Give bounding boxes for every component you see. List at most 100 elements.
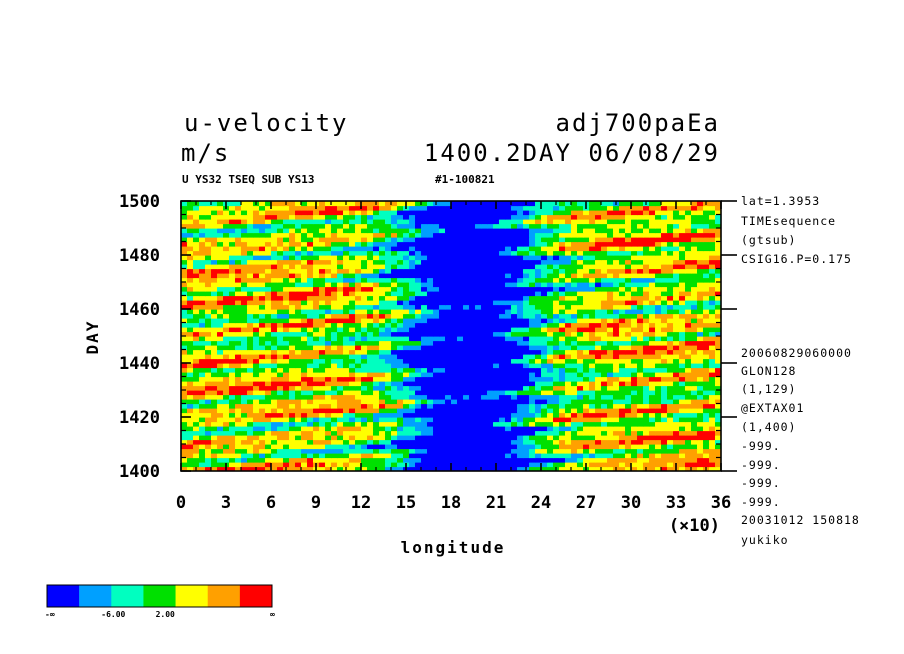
heatmap-cell [343,232,350,238]
heatmap-cell [619,295,626,301]
heatmap-cell [655,385,662,391]
heatmap-cell [187,340,194,346]
heatmap-cell [463,255,470,261]
heatmap-cell [529,300,536,306]
heatmap-cell [481,430,488,436]
heatmap-cell [433,345,440,351]
heatmap-cell [601,448,608,454]
heatmap-cell [271,435,278,441]
heatmap-cell [577,345,584,351]
heatmap-cell [361,381,368,387]
heatmap-cell [379,448,386,454]
heatmap-cell [427,313,434,319]
heatmap-cell [559,273,566,279]
heatmap-cell [625,250,632,256]
heatmap-cell [235,295,242,301]
heatmap-cell [559,295,566,301]
heatmap-cell [433,430,440,436]
heatmap-cell [565,439,572,445]
heatmap-cell [649,412,656,418]
heatmap-cell [535,237,542,243]
heatmap-cell [529,412,536,418]
heatmap-cell [409,349,416,355]
heatmap-cell [493,457,500,463]
heatmap-cell [625,232,632,238]
heatmap-cell [571,322,578,328]
heatmap-cell [397,412,404,418]
heatmap-cell [445,358,452,364]
heatmap-cell [631,385,638,391]
heatmap-cell [529,291,536,297]
heatmap-cell [331,237,338,243]
heatmap-cell [187,241,194,247]
heatmap-cell [643,354,650,360]
heatmap-cell [685,466,692,471]
heatmap-cell [247,237,254,243]
heatmap-cell [379,345,386,351]
heatmap-cell [667,435,674,441]
heatmap-cell [205,286,212,292]
heatmap-cell [181,367,188,373]
heatmap-cell [403,412,410,418]
heatmap-cell [673,435,680,441]
heatmap-cell [697,336,704,342]
heatmap-cell [391,259,398,265]
heatmap-cell [685,322,692,328]
heatmap-cell [367,466,374,471]
heatmap-cell [541,430,548,436]
heatmap-cell [679,358,686,364]
heatmap-cell [301,282,308,288]
heatmap-cell [187,223,194,229]
heatmap-cell [229,372,236,378]
heatmap-cell [607,241,614,247]
heatmap-cell [637,466,644,471]
heatmap-cell [607,228,614,234]
heatmap-cell [463,264,470,270]
heatmap-cell [697,223,704,229]
heatmap-cell [379,232,386,238]
heatmap-cell [217,237,224,243]
heatmap-cell [673,277,680,283]
heatmap-cell [415,457,422,463]
heatmap-cell [685,318,692,324]
heatmap-cell [493,376,500,382]
heatmap-cell [595,313,602,319]
heatmap-cell [349,304,356,310]
heatmap-cell [325,304,332,310]
heatmap-cell [355,309,362,315]
heatmap-cell [439,300,446,306]
heatmap-cell [607,246,614,252]
heatmap-cell [427,439,434,445]
heatmap-cell [325,363,332,369]
heatmap-cell [193,345,200,351]
heatmap-cell [283,327,290,333]
heatmap-cell [667,399,674,405]
heatmap-cell [199,426,206,432]
heatmap-cell [307,457,314,463]
heatmap-cell [667,421,674,427]
heatmap-cell [241,327,248,333]
heatmap-cell [703,444,710,450]
heatmap-cell [703,390,710,396]
heatmap-cell [673,381,680,387]
heatmap-cell [283,259,290,265]
heatmap-cell [325,336,332,342]
heatmap-cell [271,295,278,301]
heatmap-cell [697,417,704,423]
heatmap-cell [319,228,326,234]
heatmap-cell [709,444,716,450]
heatmap-cell [301,349,308,355]
heatmap-cell [259,340,266,346]
heatmap-cell [463,367,470,373]
heatmap-cell [367,372,374,378]
heatmap-cell [463,417,470,423]
heatmap-cell [331,268,338,274]
heatmap-cell [559,417,566,423]
heatmap-cell [301,453,308,459]
heatmap-cell [583,381,590,387]
heatmap-cell [469,417,476,423]
heatmap-cell [367,304,374,310]
heatmap-cell [529,255,536,261]
heatmap-cell [217,466,224,471]
heatmap-cell [409,295,416,301]
